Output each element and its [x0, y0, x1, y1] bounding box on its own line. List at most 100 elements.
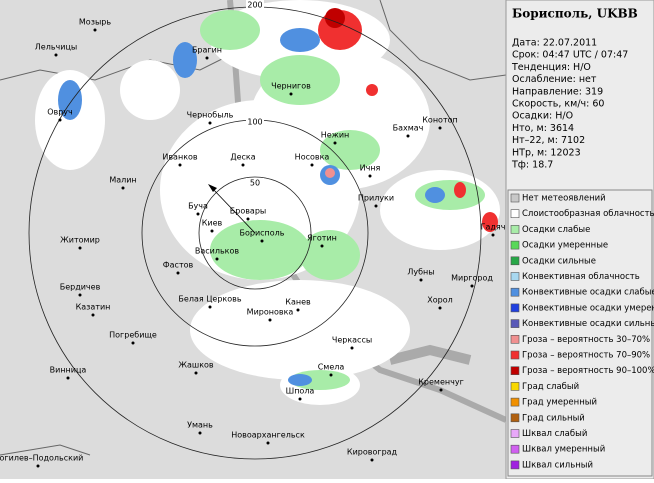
- station-title: Борисполь, UKBB: [512, 7, 638, 21]
- city-dot: [36, 464, 40, 468]
- city-label: Новоархангельск: [231, 431, 305, 440]
- ring-label-bg: [246, 178, 264, 188]
- city-label: Бердичев: [60, 283, 101, 292]
- city-label: Житомир: [60, 236, 100, 245]
- city-dot: [198, 431, 202, 435]
- legend-swatch: [510, 366, 520, 376]
- legend-label: Гроза – вероятность 90–100%: [522, 366, 654, 376]
- city-dot: [296, 308, 300, 312]
- legend-label: Град слабый: [522, 382, 579, 392]
- city-label: Фастов: [163, 261, 194, 270]
- info-line: Tф: 18.7: [511, 160, 553, 171]
- legend-label: Шквал сильный: [522, 460, 593, 470]
- city-label: Лубны: [407, 268, 434, 277]
- legend-label: Конвективные осадки слабые: [522, 288, 654, 298]
- legend-swatch: [510, 272, 520, 281]
- legend-label: Осадки сильные: [522, 256, 596, 266]
- city-dot: [333, 141, 337, 145]
- legend-label: Осадки умеренные: [522, 241, 608, 251]
- city-label: Бахмач: [393, 124, 424, 133]
- arrow-head: [208, 184, 217, 192]
- city-dot: [241, 163, 245, 167]
- legend-swatch: [510, 209, 520, 218]
- city-label: Шпола: [286, 387, 315, 396]
- city-dot: [268, 318, 272, 322]
- city-dot: [196, 212, 200, 216]
- city-dot: [370, 458, 374, 462]
- motion-arrow: [211, 187, 256, 234]
- city-dot: [176, 271, 180, 275]
- city-dot: [438, 306, 442, 310]
- city-label: Могилев–Подольский: [0, 454, 83, 463]
- legend-label: Слоистообразная облачность: [522, 209, 654, 219]
- city-label: Смела: [318, 363, 345, 372]
- info-line: Направление: 319: [512, 86, 603, 97]
- city-dot: [310, 163, 314, 167]
- city-label: Борисполь: [239, 229, 284, 238]
- city-label: Чернигов: [271, 82, 311, 91]
- legend-swatch: [510, 225, 520, 234]
- ring-label: 50: [250, 179, 260, 188]
- legend-label: Шквал умеренный: [522, 445, 605, 455]
- city-label: Гадяч: [481, 223, 506, 232]
- city-label: Миргород: [451, 274, 493, 283]
- city-dot: [178, 163, 182, 167]
- city-dot: [54, 53, 58, 57]
- city-label: Нежин: [321, 131, 350, 140]
- city-label: Ичня: [360, 164, 381, 173]
- legend-label: Конвективные осадки сильные: [522, 319, 654, 329]
- legend-swatch: [510, 460, 520, 470]
- city-dot: [194, 371, 198, 375]
- city-label: Кременчуг: [418, 378, 464, 387]
- city-dot: [266, 441, 270, 445]
- city-label: Умань: [187, 421, 213, 430]
- legend-swatch: [510, 429, 520, 438]
- city-label: Деска: [230, 153, 255, 162]
- legend-swatch: [510, 240, 520, 250]
- legend-swatch: [510, 303, 520, 313]
- city-dot: [58, 118, 62, 122]
- city-dot: [374, 204, 378, 208]
- info-line: Тенденция: Н/О: [511, 62, 591, 73]
- city-dot: [91, 313, 95, 317]
- city-dot: [406, 134, 410, 138]
- city-dot: [121, 186, 125, 190]
- legend-label: Гроза – вероятность 70–90%: [522, 351, 650, 361]
- city-dot: [66, 376, 70, 380]
- info-line: Hто, м: 3614: [512, 123, 574, 134]
- legend-swatch: [510, 193, 520, 203]
- legend-swatch: [510, 334, 520, 344]
- city-dot: [215, 257, 219, 261]
- ring-label: 100: [247, 118, 262, 127]
- city-dot: [491, 233, 495, 237]
- city-dot: [329, 373, 333, 377]
- city-label: Мироновка: [247, 308, 294, 317]
- city-label: Черкассы: [332, 336, 372, 345]
- legend-swatch: [510, 319, 520, 328]
- info-line: Hт–22, м: 7102: [512, 135, 585, 146]
- city-dot: [298, 397, 302, 401]
- city-dot: [368, 174, 372, 178]
- ring-label: 200: [247, 1, 262, 10]
- info-line: HТр, м: 12023: [512, 147, 581, 158]
- city-label: Носовка: [295, 153, 330, 162]
- city-dot: [438, 126, 442, 130]
- city-label: Прилуки: [358, 194, 394, 203]
- legend-label: Осадки слабые: [522, 225, 590, 235]
- legend-label: Град умеренный: [522, 398, 597, 408]
- storm: [318, 8, 498, 232]
- city-dot: [78, 246, 82, 250]
- city-label: Конотоп: [422, 116, 457, 125]
- city-label: Бровары: [230, 207, 266, 216]
- legend-label: Нет метеоявлений: [522, 194, 606, 204]
- city-dot: [419, 278, 423, 282]
- legend-label: Гроза – вероятность 30–70%: [522, 335, 650, 345]
- city-label: Овруч: [47, 108, 73, 117]
- city-label: Яготин: [307, 234, 337, 243]
- legend-swatch: [510, 382, 520, 391]
- city-dot: [208, 305, 212, 309]
- info-line: Дата: 22.07.2011: [512, 38, 597, 49]
- legend-label: Град сильный: [522, 413, 585, 423]
- map: [0, 0, 508, 460]
